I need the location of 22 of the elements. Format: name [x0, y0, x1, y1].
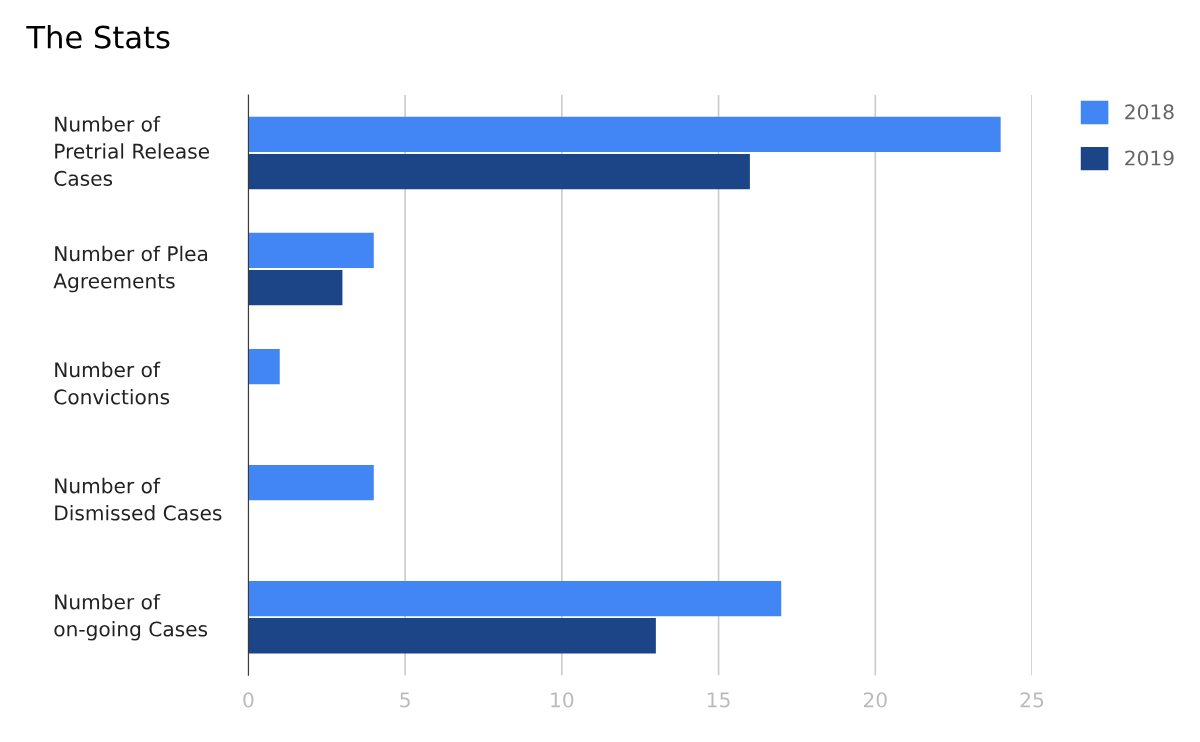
x-tick-label: 0 [243, 692, 254, 708]
y-tick-label: Number of Dismissed Cases [55, 477, 222, 521]
bar [248, 116, 1001, 153]
bar [248, 464, 374, 501]
bar [248, 269, 343, 306]
x-tick-label: 10 [551, 692, 574, 708]
legend-label: 2018 [1125, 104, 1174, 120]
bar [248, 348, 280, 385]
y-tick-label: Number of Convictions [54, 361, 170, 405]
y-tick-label: Number of on-going Cases [54, 593, 208, 641]
bar [248, 580, 782, 617]
legend-label: 2019 [1125, 150, 1174, 166]
bar [248, 618, 656, 654]
chart-title: The Stats [26, 25, 170, 49]
bar [248, 153, 750, 190]
bar [248, 232, 374, 269]
x-tick-label: 5 [400, 692, 410, 708]
y-tick-label: Number of Plea Agreements [53, 245, 208, 293]
x-tick-label: 15 [707, 692, 730, 708]
x-tick-label: 25 [1020, 692, 1044, 708]
y-tick-label: Number of Pretrial Release Cases [54, 116, 210, 186]
x-tick-label: 20 [863, 692, 887, 708]
